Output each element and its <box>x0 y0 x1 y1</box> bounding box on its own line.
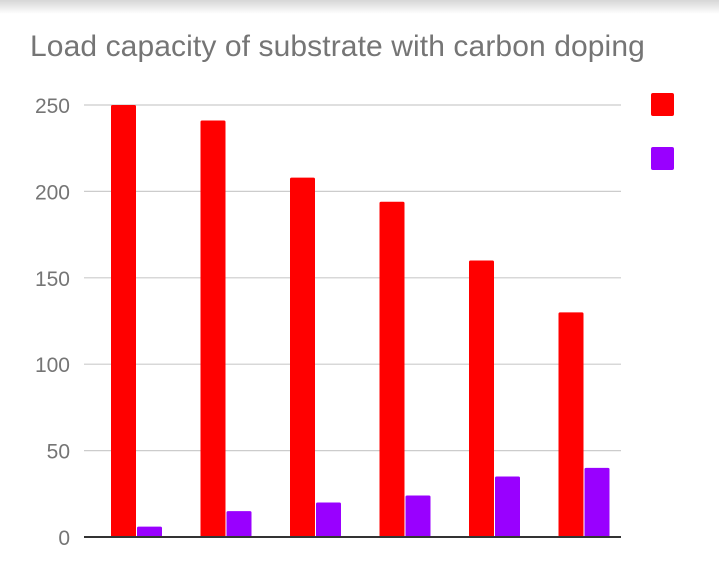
bar-series-1-category-4 <box>379 201 405 537</box>
bar-series-1-category-1 <box>111 105 136 537</box>
y-tick-label: 200 <box>35 181 70 204</box>
y-tick-label: 150 <box>35 268 70 291</box>
legend-swatch-series-2 <box>651 147 674 170</box>
bars <box>111 105 610 538</box>
bar-series-1-category-6 <box>558 312 584 537</box>
y-tick-label: 100 <box>35 354 70 377</box>
y-axis-ticks: 0 50 100 150 200 250 <box>35 95 70 550</box>
chart-title: Load capacity of substrate with carbon d… <box>30 30 645 63</box>
bar-series-2-category-2 <box>226 511 252 537</box>
y-tick-label: 50 <box>47 441 70 464</box>
y-tick-label: 250 <box>35 95 70 118</box>
bar-series-1-category-5 <box>469 260 494 537</box>
bar-series-2-category-4 <box>405 495 431 537</box>
y-tick-label: 0 <box>58 527 70 550</box>
bar-series-1-category-3 <box>290 177 315 538</box>
legend-swatch-series-1 <box>651 93 674 116</box>
app-bar-shadow <box>0 0 719 14</box>
bar-series-2-category-3 <box>316 502 341 537</box>
bar-series-2-category-5 <box>495 476 520 537</box>
bar-series-2-category-1 <box>137 526 162 537</box>
bar-series-1-category-2 <box>200 120 226 537</box>
bar-series-2-category-6 <box>584 467 610 537</box>
gridlines <box>84 104 621 452</box>
